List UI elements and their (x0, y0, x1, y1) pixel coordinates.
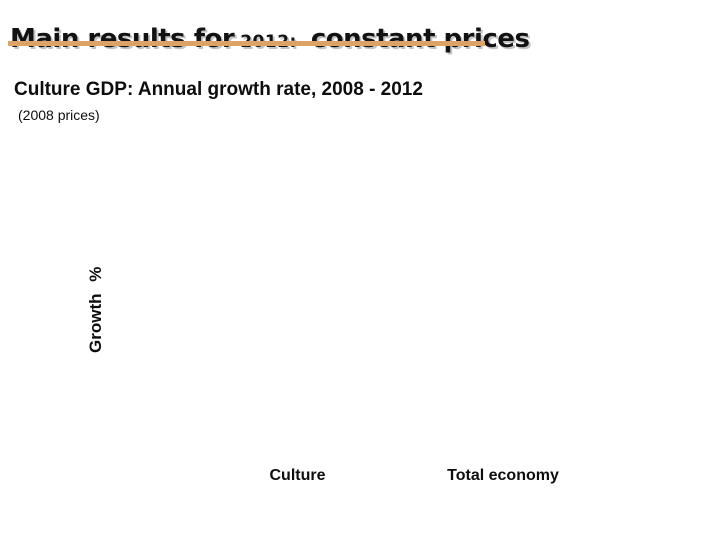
y-axis-label: Growth % (86, 266, 105, 353)
x-axis-label-culture: Culture (269, 467, 326, 484)
slide-title: Main results for2012:constant prices (10, 22, 530, 59)
chart-title: Culture GDP: Annual growth rate, 2008 - … (14, 79, 423, 100)
chart-subtitle: (2008 prices) (18, 107, 100, 123)
x-axis-label-total-economy: Total economy (447, 467, 559, 484)
title-underline-rule (8, 41, 485, 46)
slide-title-lead: Main results for (10, 24, 235, 55)
slide-title-tail: constant prices (310, 24, 530, 55)
chart-plot-area (110, 140, 710, 460)
